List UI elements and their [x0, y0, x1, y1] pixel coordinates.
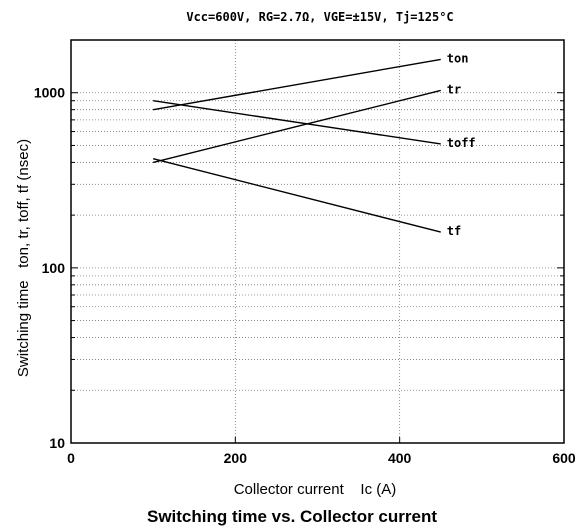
y-axis-ticks: 10 100 1000 [34, 39, 564, 451]
x-tick-label: 200 [224, 450, 248, 466]
series-label-tf: tf [447, 224, 461, 238]
y-tick-label: 100 [42, 260, 66, 276]
series-line-ton [153, 58, 441, 111]
grid [71, 40, 564, 443]
series-labels: ton tr toff tf [447, 51, 476, 238]
series-line-toff [153, 100, 441, 145]
x-tick-label: 600 [552, 450, 576, 466]
x-axis-label: Collector current Ic (A) [234, 481, 397, 498]
y-tick-label: 1000 [34, 85, 65, 101]
series-line-tf [152, 158, 441, 233]
y-tick-label: 10 [49, 435, 65, 451]
series-lines [152, 58, 441, 233]
x-tick-label: 400 [388, 450, 412, 466]
x-axis-ticks: 0 200 400 600 [67, 437, 576, 466]
y-axis-label: Switching time ton, tr, toff, tf (nsec) [15, 139, 32, 377]
series-label-toff: toff [447, 136, 476, 150]
plot-frame [70, 39, 565, 444]
test-conditions: Vcc=600V, RG=2.7Ω, VGE=±15V, Tj=125°C [186, 10, 453, 24]
series-label-ton: ton [447, 51, 469, 65]
series-line-tr [152, 89, 441, 164]
x-tick-label: 0 [67, 450, 75, 466]
chart-caption: Switching time vs. Collector current [147, 507, 437, 526]
series-label-tr: tr [447, 82, 461, 96]
